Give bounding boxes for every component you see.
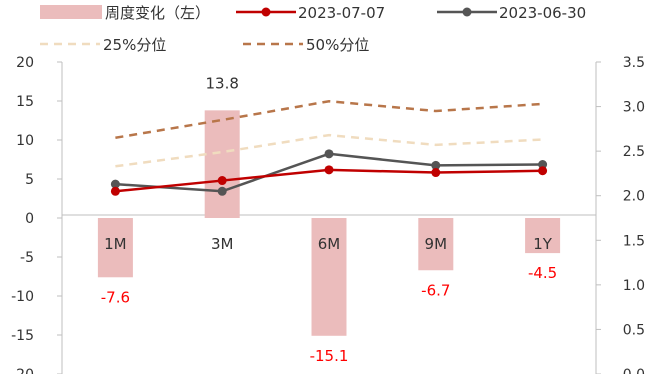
left-tick-label: -15 — [11, 328, 34, 344]
bar-label-1Y: -4.5 — [528, 264, 557, 282]
right-axis-ticks: 3.5 3.0 2.5 2.0 1.5 1.0 0.5 0.0 — [596, 55, 645, 374]
bar-data-labels: -7.6 13.8 -15.1 -6.7 -4.5 — [101, 74, 557, 364]
bars — [97, 110, 561, 336]
right-tick-label: 2.0 — [623, 189, 645, 205]
legend-swatch-weekly-change — [40, 5, 102, 19]
left-axis-ticks: 20 15 10 5 0 -5 -10 -15 -20 — [11, 55, 62, 374]
category-labels: 1M 3M 6M 9M 1Y — [104, 235, 553, 253]
category-label-6M: 6M — [318, 235, 341, 253]
bar-label-1M: -7.6 — [101, 288, 130, 306]
right-tick-label: 0.0 — [623, 367, 645, 374]
point-2023-07-07-3M — [217, 176, 227, 186]
left-tick-label: 15 — [16, 94, 34, 110]
left-tick-label: 5 — [25, 172, 34, 188]
legend-label-2023-06-30: 2023-06-30 — [499, 4, 586, 22]
point-2023-07-07-1Y — [538, 166, 548, 176]
point-2023-07-07-6M — [324, 165, 334, 175]
point-2023-07-07-1M — [110, 186, 120, 196]
category-label-9M: 9M — [425, 235, 448, 253]
legend-marker-2023-07-07 — [261, 7, 271, 17]
point-2023-06-30-1Y — [538, 160, 548, 170]
legend-label-weekly-change: 周度变化（左） — [105, 4, 210, 22]
right-tick-label: 3.5 — [623, 55, 645, 71]
bar-1Y — [525, 218, 561, 254]
right-tick-label: 0.5 — [623, 322, 645, 338]
bar-6M — [311, 218, 347, 336]
bar-label-6M: -15.1 — [310, 347, 349, 365]
bar-label-3M: 13.8 — [205, 74, 238, 92]
legend-label-p25: 25%分位 — [103, 36, 166, 54]
point-2023-06-30-6M — [324, 149, 334, 159]
left-tick-label: -5 — [20, 250, 34, 266]
series-lines — [110, 99, 548, 196]
legend-marker-2023-06-30 — [462, 7, 472, 17]
point-2023-06-30-9M — [431, 160, 441, 170]
legend-label-p50: 50%分位 — [306, 36, 369, 54]
point-2023-06-30-1M — [110, 179, 120, 189]
category-label-1Y: 1Y — [533, 235, 553, 253]
line-50%分位 — [115, 99, 543, 140]
point-2023-06-30-3M — [217, 186, 227, 196]
bar-1M — [97, 218, 133, 278]
bar-3M — [204, 110, 240, 218]
line-25%分位 — [115, 133, 543, 168]
legend: 周度变化（左） 2023-07-07 2023-06-30 25%分位 50%分… — [40, 4, 586, 54]
left-tick-label: 20 — [16, 55, 34, 71]
category-label-3M: 3M — [211, 235, 234, 253]
right-tick-label: 1.0 — [623, 278, 645, 294]
left-tick-label: -20 — [11, 367, 34, 374]
legend-label-2023-07-07: 2023-07-07 — [298, 4, 385, 22]
category-label-1M: 1M — [104, 235, 127, 253]
left-tick-label: -10 — [11, 289, 34, 305]
right-tick-label: 2.5 — [623, 144, 645, 160]
right-tick-label: 3.0 — [623, 100, 645, 116]
left-tick-label: 0 — [25, 211, 34, 227]
bar-label-9M: -6.7 — [421, 281, 450, 299]
point-2023-07-07-9M — [431, 168, 441, 178]
right-tick-label: 1.5 — [623, 233, 645, 249]
bar-9M — [418, 218, 454, 271]
left-tick-label: 10 — [16, 133, 34, 149]
